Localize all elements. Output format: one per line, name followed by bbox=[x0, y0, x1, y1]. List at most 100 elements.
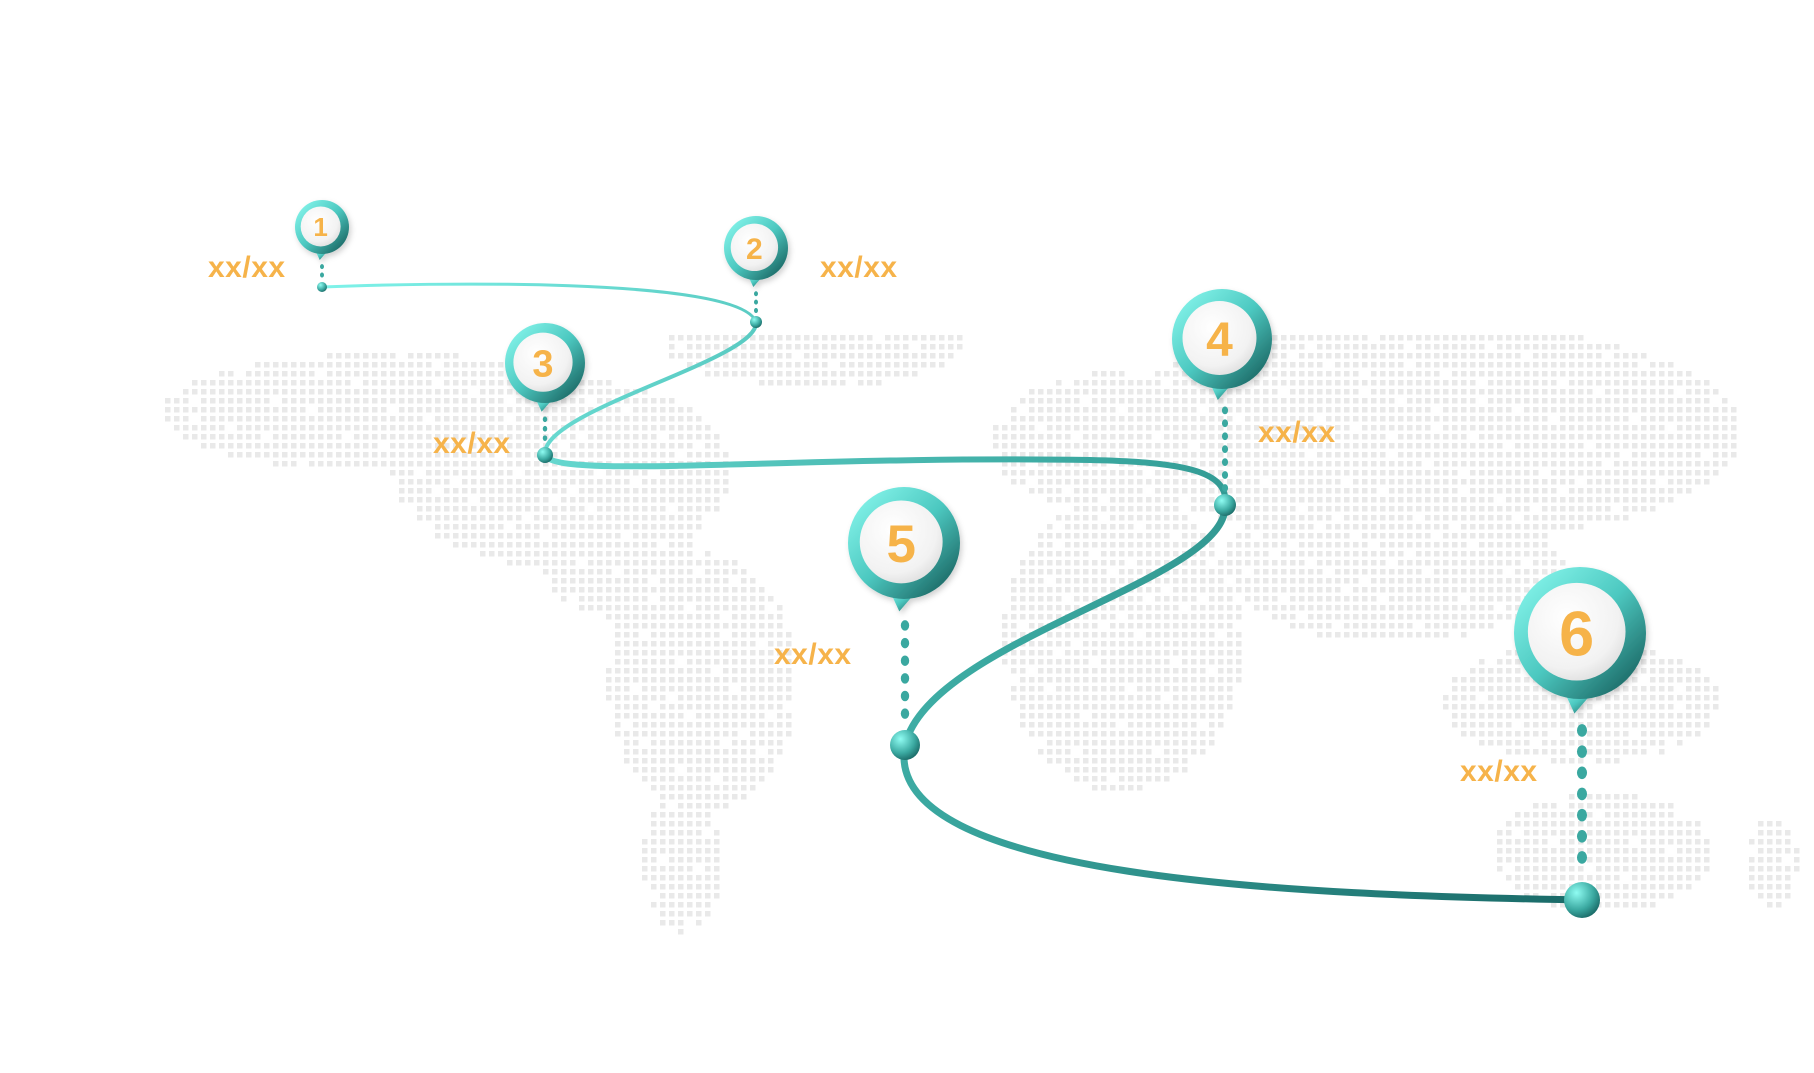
map-dot bbox=[1353, 632, 1359, 638]
map-dot bbox=[1218, 596, 1224, 602]
map-dot bbox=[705, 902, 711, 908]
map-dot bbox=[660, 848, 666, 854]
map-dot bbox=[1074, 668, 1080, 674]
map-dot bbox=[1119, 569, 1125, 575]
map-dot bbox=[1533, 533, 1539, 539]
map-dot bbox=[678, 821, 684, 827]
map-dot bbox=[1182, 641, 1188, 647]
map-dot bbox=[633, 623, 639, 629]
map-dot bbox=[732, 605, 738, 611]
map-dot bbox=[1137, 623, 1143, 629]
map-dot bbox=[1263, 488, 1269, 494]
map-dot bbox=[1533, 812, 1539, 818]
map-dot bbox=[1083, 659, 1089, 665]
map-dot bbox=[1578, 362, 1584, 368]
map-dot bbox=[1650, 677, 1656, 683]
map-dot bbox=[1371, 551, 1377, 557]
map-dot bbox=[1128, 389, 1134, 395]
map-dot bbox=[1650, 479, 1656, 485]
map-dot bbox=[750, 776, 756, 782]
map-dot bbox=[1236, 452, 1242, 458]
map-dot bbox=[1650, 704, 1656, 710]
map-dot bbox=[1524, 848, 1530, 854]
map-dot bbox=[1011, 461, 1017, 467]
map-dot bbox=[516, 461, 522, 467]
map-dot bbox=[1497, 533, 1503, 539]
map-dot bbox=[1092, 587, 1098, 593]
map-dot bbox=[687, 866, 693, 872]
map-dot bbox=[1632, 668, 1638, 674]
map-dot bbox=[1083, 389, 1089, 395]
map-dot bbox=[759, 650, 765, 656]
map-dot bbox=[480, 506, 486, 512]
map-dot bbox=[1434, 470, 1440, 476]
map-dot bbox=[1389, 623, 1395, 629]
map-dot bbox=[1524, 479, 1530, 485]
map-dot bbox=[624, 749, 630, 755]
map-dot bbox=[723, 488, 729, 494]
map-dot bbox=[669, 488, 675, 494]
map-dot bbox=[1524, 389, 1530, 395]
map-dot bbox=[1092, 677, 1098, 683]
map-dot bbox=[570, 524, 576, 530]
map-dot bbox=[1299, 497, 1305, 503]
map-dot bbox=[1416, 443, 1422, 449]
map-dot bbox=[660, 911, 666, 917]
map-dot bbox=[804, 344, 810, 350]
map-dot bbox=[255, 398, 261, 404]
map-dot bbox=[1623, 416, 1629, 422]
milestone-pins: 123 456 bbox=[295, 200, 1646, 714]
map-dot bbox=[1074, 713, 1080, 719]
map-dot bbox=[192, 380, 198, 386]
map-dot bbox=[1668, 812, 1674, 818]
map-dot bbox=[1272, 407, 1278, 413]
map-dot bbox=[1065, 704, 1071, 710]
map-dot bbox=[1245, 551, 1251, 557]
map-dot bbox=[1011, 578, 1017, 584]
map-dot bbox=[1776, 902, 1782, 908]
map-dot bbox=[570, 506, 576, 512]
map-dot bbox=[201, 443, 207, 449]
map-dot bbox=[732, 722, 738, 728]
map-dot bbox=[714, 587, 720, 593]
map-dot bbox=[1335, 632, 1341, 638]
map-dot bbox=[1020, 560, 1026, 566]
map-dot bbox=[1416, 614, 1422, 620]
map-dot bbox=[804, 362, 810, 368]
map-dot bbox=[768, 686, 774, 692]
map-dot bbox=[597, 569, 603, 575]
map-dot bbox=[1605, 803, 1611, 809]
map-dot bbox=[300, 416, 306, 422]
pin-face bbox=[859, 500, 943, 584]
map-dot bbox=[1191, 605, 1197, 611]
map-dot bbox=[1686, 443, 1692, 449]
map-dot bbox=[741, 596, 747, 602]
map-dot bbox=[732, 614, 738, 620]
map-dot bbox=[1506, 722, 1512, 728]
map-dot bbox=[1632, 389, 1638, 395]
map-dot bbox=[1227, 398, 1233, 404]
map-dot bbox=[1488, 713, 1494, 719]
map-dot bbox=[1641, 803, 1647, 809]
map-dot bbox=[1641, 875, 1647, 881]
map-dot bbox=[1344, 416, 1350, 422]
map-dot bbox=[1389, 461, 1395, 467]
map-dot bbox=[1398, 596, 1404, 602]
map-dot bbox=[1650, 848, 1656, 854]
map-dot bbox=[498, 551, 504, 557]
map-dot bbox=[759, 362, 765, 368]
map-dot bbox=[1173, 713, 1179, 719]
map-dot bbox=[1614, 443, 1620, 449]
map-dot bbox=[642, 524, 648, 530]
map-dot bbox=[1380, 362, 1386, 368]
map-dot bbox=[651, 767, 657, 773]
map-dot bbox=[1479, 569, 1485, 575]
map-dot bbox=[1497, 344, 1503, 350]
connector-dot bbox=[1576, 724, 1588, 737]
map-dot bbox=[795, 380, 801, 386]
map-dot bbox=[1335, 335, 1341, 341]
map-dot bbox=[597, 425, 603, 431]
map-dot bbox=[1182, 470, 1188, 476]
map-dot bbox=[1128, 605, 1134, 611]
map-dot bbox=[795, 362, 801, 368]
